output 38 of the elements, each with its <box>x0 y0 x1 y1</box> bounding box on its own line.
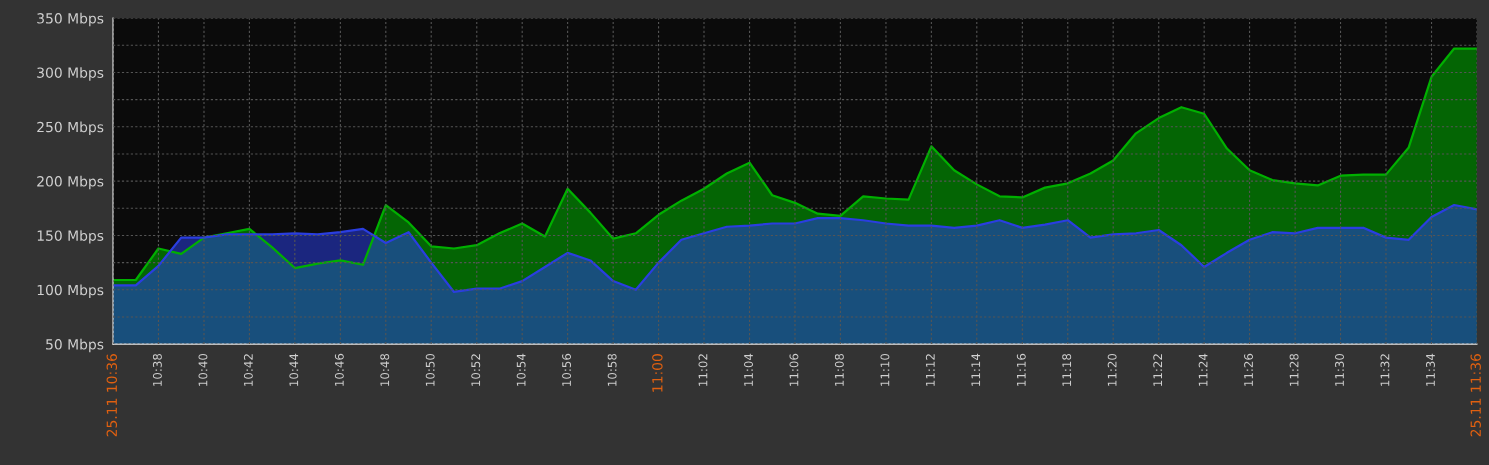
x-tick-label: 11:14 <box>971 353 981 386</box>
y-tick-label: 150 Mbps <box>37 230 104 244</box>
x-tick-label: 10:54 <box>516 353 526 386</box>
x-tick-label: 11:20 <box>1107 353 1117 386</box>
x-tick-label: 11:02 <box>698 354 708 386</box>
x-tick-label: 25.11 11:36 <box>1470 354 1481 437</box>
y-tick-label: 200 Mbps <box>37 175 104 190</box>
x-tick-label: 10:58 <box>607 353 617 386</box>
y-tick-label: 100 Mbps <box>37 284 104 298</box>
x-tick-label: 10:42 <box>243 354 253 386</box>
x-tick-label: 10:40 <box>198 353 208 386</box>
x-tick-label: 11:24 <box>1198 353 1208 386</box>
x-tick-label: 10:46 <box>334 353 344 386</box>
x-tick-label: 11:08 <box>834 353 844 386</box>
x-tick-label: 11:06 <box>789 353 799 386</box>
x-tick-label: 11:00 <box>652 354 663 392</box>
x-tick-label: 10:38 <box>152 353 162 386</box>
x-tick-label: 11:04 <box>744 353 753 386</box>
x-tick-label: 10:56 <box>562 353 572 386</box>
x-tick-label: 11:16 <box>1016 353 1026 386</box>
x-tick-label: 11:10 <box>880 353 890 386</box>
x-tick-label: 11:26 <box>1244 353 1253 386</box>
x-tick-label: 10:44 <box>289 353 299 386</box>
x-tick-label: 11:12 <box>925 354 935 386</box>
y-tick-label: 50 Mbps <box>46 338 104 353</box>
x-tick-label: 10:52 <box>471 354 481 386</box>
x-tick-label: 11:28 <box>1289 353 1299 386</box>
x-tick-label: 10:48 <box>380 353 390 386</box>
x-tick-label: 11:18 <box>1062 353 1072 386</box>
x-tick-label: 11:34 <box>1426 353 1435 386</box>
x-tick-label: 11:32 <box>1380 354 1390 386</box>
y-tick-label: 250 Mbps <box>37 121 104 135</box>
y-tick-label: 300 Mbps <box>37 67 104 81</box>
x-tick-label: 10:50 <box>425 353 435 386</box>
x-tick-label: 11:30 <box>1335 353 1344 386</box>
y-tick-label: 350 Mbps <box>37 12 104 27</box>
x-tick-label: 11:22 <box>1153 354 1162 386</box>
x-tick-label: 25.11 10:36 <box>106 354 118 437</box>
